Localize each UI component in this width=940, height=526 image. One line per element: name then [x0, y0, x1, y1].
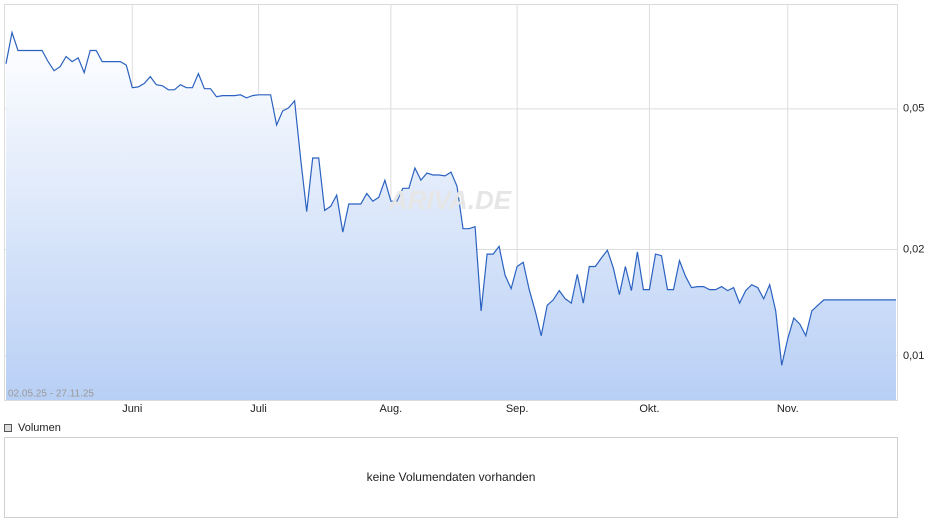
volume-legend-swatch	[4, 424, 12, 432]
x-tick-label: Sep.	[506, 403, 529, 415]
volume-panel	[4, 437, 898, 518]
x-tick-label: Juni	[122, 403, 142, 415]
labels: 0,01 0,02 0,05 Juni Juli Aug. Sep. Okt. Nov.	[122, 103, 924, 415]
y-tick-label: 0,01	[903, 350, 924, 362]
x-tick-label: Juli	[250, 403, 267, 415]
watermark: ARIVA.DE	[388, 185, 512, 215]
price-line	[5, 30, 896, 366]
price-area	[6, 32, 896, 400]
y-tick-label: 0,05	[903, 103, 924, 115]
marks	[5, 30, 896, 400]
y-tick-label: 0,02	[903, 243, 924, 255]
x-tick-label: Aug.	[380, 403, 403, 415]
volume-message: keine Volumendaten vorhanden	[367, 470, 536, 484]
date-range: 02.05.25 - 27.11.25	[8, 389, 94, 400]
x-tick-label: Nov.	[777, 403, 799, 415]
x-tick-label: Okt.	[639, 403, 659, 415]
volume-legend: Volumen	[18, 422, 61, 434]
